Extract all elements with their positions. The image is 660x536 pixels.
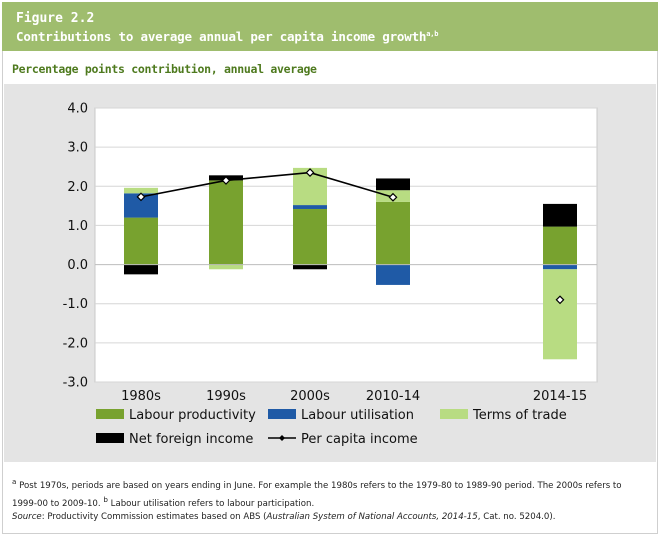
legend-swatch-terms-of-trade (440, 409, 468, 419)
bar-labour-productivity (209, 180, 243, 265)
y-tick-label: 4.0 (67, 102, 88, 117)
x-tick-label: 2000s (290, 389, 330, 404)
legend-swatch-net-foreign-income (96, 433, 124, 443)
legend-label: Terms of trade (472, 408, 567, 423)
y-tick-label: 3.0 (67, 141, 88, 156)
figure-title-text: Contributions to average annual per capi… (16, 29, 427, 44)
legend-label: Labour utilisation (301, 408, 414, 423)
figure-number: Figure 2.2 (16, 11, 95, 26)
legend: Labour productivity Labour utilisation Ter… (96, 408, 567, 447)
figure-title-superscript: a,b (426, 29, 439, 38)
grid-layer (95, 107, 597, 383)
per-capita-point (305, 168, 315, 178)
bar-terms-of-trade (209, 264, 243, 270)
legend-swatch-labour-productivity (96, 409, 124, 419)
bar-labour-productivity (376, 201, 410, 265)
per-capita-point (388, 192, 398, 202)
footnote-a-text: Post 1970s, periods are based on years e… (12, 480, 622, 509)
x-axis: 1980s 1990s 2000s 2010-14 2014-15 (121, 389, 587, 404)
bar-net-foreign-income (543, 203, 577, 227)
footnote-ab: a Post 1970s, periods are based on years… (12, 475, 648, 511)
source-pre: : Productivity Commission estimates base… (41, 512, 267, 522)
y-tick-label: -1.0 (63, 297, 88, 312)
legend-line-marker (279, 435, 285, 441)
bar-net-foreign-income (376, 178, 410, 191)
bars (124, 167, 577, 360)
per-capita-point (555, 295, 565, 305)
bar-labour-productivity (124, 217, 158, 265)
bar-net-foreign-income (124, 264, 158, 275)
figure-title: Contributions to average annual per capi… (16, 29, 438, 44)
per-capita-line (136, 168, 565, 305)
bar-labour-productivity (293, 208, 327, 265)
bar-labour-utilisation (543, 264, 577, 270)
source-title: Australian System of National Accounts, … (266, 512, 478, 522)
bar-labour-utilisation (293, 205, 327, 209)
footnote-b-marker: b (103, 494, 108, 504)
y-axis: 4.0 3.0 2.0 1.0 0.0 -1.0 -2.0 -3.0 (63, 102, 88, 391)
x-tick-label: 2010-14 (366, 389, 420, 404)
plot-area (94, 107, 598, 383)
y-tick-label: 2.0 (67, 180, 88, 195)
legend-label: Net foreign income (129, 432, 253, 447)
legend-label: Labour productivity (129, 408, 256, 423)
legend-label: Per capita income (301, 432, 418, 447)
figure-header: Figure 2.2 Contributions to average annu… (2, 2, 658, 51)
y-tick-label: 1.0 (67, 219, 88, 234)
y-tick-label: 0.0 (67, 258, 88, 273)
y-tick-label: -3.0 (63, 376, 88, 391)
legend-swatch-labour-utilisation (268, 409, 296, 419)
footnote-a-marker: a (12, 477, 17, 486)
bar-net-foreign-income (293, 264, 327, 270)
per-capita-point (136, 192, 146, 202)
bar-terms-of-trade (124, 187, 158, 194)
source-post: , Cat. no. 5204.0). (477, 512, 556, 522)
x-tick-label: 1990s (206, 389, 246, 404)
per-capita-line-path (140, 171, 394, 199)
source-label: Source (12, 512, 42, 522)
per-capita-point (221, 175, 231, 185)
source-note: Source: Productivity Commission estimate… (12, 511, 555, 524)
bar-terms-of-trade (543, 269, 577, 360)
bar-labour-productivity (543, 226, 577, 265)
footnote-b-text: Labour utilisation refers to labour part… (107, 498, 315, 509)
x-tick-label: 2014-15 (533, 389, 587, 404)
chart-subtitle: Percentage points contribution, annual a… (12, 62, 317, 76)
bar-labour-utilisation (376, 264, 410, 285)
x-tick-label: 1980s (121, 389, 161, 404)
y-tick-label: -2.0 (63, 336, 88, 351)
